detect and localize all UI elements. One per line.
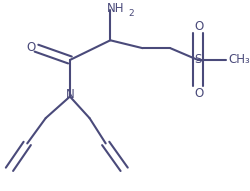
Text: CH₃: CH₃	[227, 53, 249, 66]
Text: S: S	[194, 53, 201, 66]
Text: NH: NH	[107, 2, 124, 15]
Text: 2: 2	[128, 9, 133, 18]
Text: O: O	[194, 87, 203, 100]
Text: N: N	[65, 88, 74, 101]
Text: O: O	[194, 19, 203, 32]
Text: O: O	[26, 41, 35, 54]
